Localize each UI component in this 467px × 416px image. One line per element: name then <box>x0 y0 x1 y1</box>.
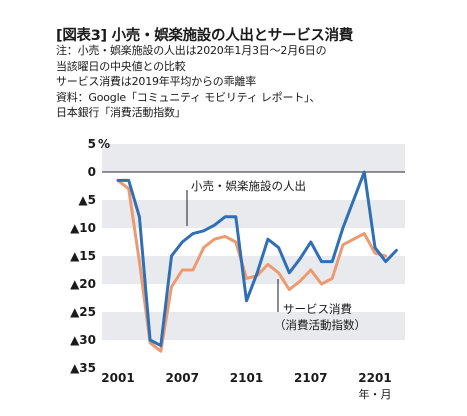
series-line-mobility <box>116 170 398 348</box>
note-line: サービス消費は2019年平均からの乖離率 <box>56 75 256 88</box>
x-tick-label: 2107 <box>294 371 327 385</box>
x-tick-label: 2101 <box>230 371 263 385</box>
y-tick-label: ▲30 <box>70 333 96 347</box>
series-lines <box>116 170 398 353</box>
chart-notes: 注：小売・娯楽施設の人出は2020年1月3日～2月6日の 当該曜日の中央値との比… <box>56 43 327 121</box>
annotation-service-consumption-sub: （消費活動指数） <box>274 318 366 332</box>
background-band <box>102 144 405 172</box>
annotation-service-consumption: サービス消費 <box>283 302 352 316</box>
y-unit-label: % <box>98 137 110 151</box>
note-line: 当該曜日の中央値との比較 <box>56 59 186 73</box>
background-bands <box>102 144 405 340</box>
background-band <box>102 200 405 228</box>
y-axis: 5 0 ▲5 ▲10 ▲15 ▲20 ▲25 ▲30 ▲35% <box>70 137 110 375</box>
x-tick-label: 2007 <box>166 371 199 385</box>
background-band <box>102 312 405 340</box>
note-line: 資料：Google「コミュニティ モビリティ レポート」、 <box>56 90 321 104</box>
y-tick-label: 5 <box>88 137 96 151</box>
annotation-mobility: 小売・娯楽施設の人出 <box>191 179 306 193</box>
x-tick-label: 2001 <box>101 371 134 385</box>
x-axis: 2001 2007 2101 2107 2201 年・月 <box>101 371 391 401</box>
x-tick-label: 2201 <box>358 371 391 385</box>
note-line: 日本銀行「消費活動指数」 <box>56 106 186 119</box>
y-tick-label: ▲25 <box>70 305 96 319</box>
y-tick-label: 0 <box>88 165 96 179</box>
note-line: 注：小売・娯楽施設の人出は2020年1月3日～2月6日の <box>56 44 327 57</box>
y-tick-label: ▲35 <box>70 361 96 375</box>
x-unit-label: 年・月 <box>359 387 392 401</box>
y-tick-label: ▲10 <box>70 221 96 235</box>
y-tick-label: ▲20 <box>70 277 96 291</box>
y-tick-label: ▲15 <box>70 249 96 263</box>
chart-title: [図表3] 小売・娯楽施設の人出とサービス消費 <box>56 28 353 44</box>
y-tick-label: ▲5 <box>78 193 96 207</box>
